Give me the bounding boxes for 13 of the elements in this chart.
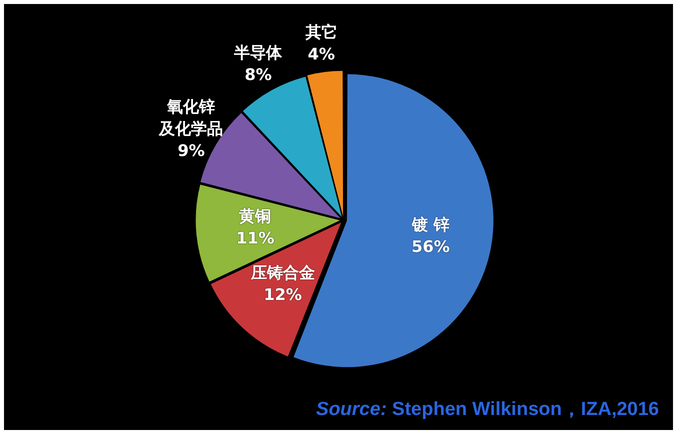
slice-label: 半导体 (233, 43, 284, 62)
data-label: 9% (178, 141, 205, 160)
data-label: 12% (264, 284, 302, 304)
data-label: 4% (308, 44, 335, 64)
data-label: 11% (236, 228, 274, 248)
slice-label: 氧化锌及化学品 (158, 97, 224, 138)
slice-label: 黄铜 (238, 206, 272, 226)
source-note: Source: Stephen Wilkinson，IZA,2016 (316, 398, 659, 422)
slice-label: 其它 (304, 22, 338, 42)
data-label: 56% (411, 236, 450, 256)
slice-label: 压铸合金 (250, 262, 315, 282)
slice-label: 镀 锌 (410, 214, 450, 234)
data-label: 8% (244, 65, 272, 84)
